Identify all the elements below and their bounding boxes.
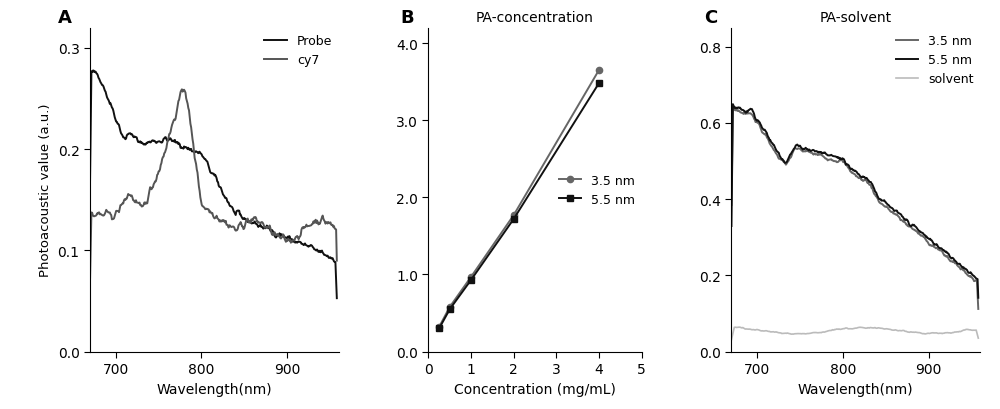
3.5 nm bbox=[872, 197, 884, 202]
cy7 bbox=[84, 279, 96, 284]
5.5 nm bbox=[725, 224, 737, 229]
Line: 5.5 nm: 5.5 nm bbox=[731, 105, 978, 298]
3.5 nm bbox=[972, 307, 984, 312]
Probe bbox=[331, 296, 343, 301]
cy7 bbox=[199, 206, 211, 211]
cy7 bbox=[328, 224, 340, 229]
Title: PA-concentration: PA-concentration bbox=[476, 11, 594, 25]
5.5 nm bbox=[727, 102, 739, 107]
solvent bbox=[733, 325, 745, 330]
solvent bbox=[725, 337, 737, 342]
Title: PA-solvent: PA-solvent bbox=[820, 11, 892, 25]
Line: 3.5 nm: 3.5 nm bbox=[731, 109, 978, 309]
5.5 nm bbox=[858, 175, 870, 180]
Line: 3.5 nm: 3.5 nm bbox=[436, 68, 602, 330]
Probe bbox=[199, 157, 211, 162]
cy7 bbox=[216, 218, 228, 223]
Line: cy7: cy7 bbox=[90, 90, 337, 282]
3.5 nm bbox=[433, 325, 445, 330]
5.5 nm bbox=[508, 217, 520, 222]
solvent bbox=[858, 326, 870, 330]
3.5 nm bbox=[962, 274, 974, 279]
solvent bbox=[972, 336, 984, 341]
Line: Probe: Probe bbox=[90, 71, 337, 299]
5.5 nm bbox=[969, 276, 981, 281]
Text: A: A bbox=[58, 9, 72, 27]
5.5 nm bbox=[872, 195, 884, 200]
X-axis label: Wavelength(nm): Wavelength(nm) bbox=[798, 382, 914, 396]
5.5 nm bbox=[465, 278, 477, 283]
Probe bbox=[216, 190, 228, 195]
Probe bbox=[328, 259, 340, 264]
Probe bbox=[230, 209, 242, 214]
Probe bbox=[84, 182, 96, 187]
cy7 bbox=[176, 88, 188, 92]
3.5 nm bbox=[858, 179, 870, 184]
3.5 nm bbox=[969, 279, 981, 283]
Text: C: C bbox=[704, 9, 717, 27]
3.5 nm bbox=[444, 305, 456, 310]
Line: solvent: solvent bbox=[731, 327, 978, 340]
5.5 nm bbox=[840, 163, 852, 168]
Legend: Probe, cy7: Probe, cy7 bbox=[264, 35, 332, 67]
Legend: 3.5 nm, 5.5 nm, solvent: 3.5 nm, 5.5 nm, solvent bbox=[896, 35, 974, 86]
solvent bbox=[840, 326, 852, 330]
Text: B: B bbox=[401, 9, 414, 27]
Line: 5.5 nm: 5.5 nm bbox=[436, 81, 602, 332]
5.5 nm bbox=[444, 307, 456, 312]
Probe bbox=[88, 69, 100, 74]
X-axis label: Wavelength(nm): Wavelength(nm) bbox=[156, 382, 272, 396]
Probe bbox=[321, 254, 333, 259]
Probe bbox=[150, 141, 162, 146]
Legend: 3.5 nm, 5.5 nm: 3.5 nm, 5.5 nm bbox=[559, 174, 635, 206]
3.5 nm bbox=[725, 203, 737, 208]
5.5 nm bbox=[972, 296, 984, 301]
solvent bbox=[792, 331, 804, 336]
solvent bbox=[872, 326, 884, 330]
cy7 bbox=[331, 258, 343, 263]
solvent bbox=[962, 327, 974, 332]
3.5 nm bbox=[840, 163, 852, 168]
3.5 nm bbox=[593, 68, 605, 73]
X-axis label: Concentration (mg/mL): Concentration (mg/mL) bbox=[454, 382, 616, 396]
3.5 nm bbox=[792, 147, 804, 152]
cy7 bbox=[150, 180, 162, 184]
solvent bbox=[969, 328, 981, 333]
5.5 nm bbox=[593, 81, 605, 86]
cy7 bbox=[321, 220, 333, 225]
Y-axis label: Photoacoustic value (a.u.): Photoacoustic value (a.u.) bbox=[39, 103, 52, 277]
5.5 nm bbox=[962, 270, 974, 275]
3.5 nm bbox=[727, 106, 739, 111]
5.5 nm bbox=[792, 144, 804, 148]
3.5 nm bbox=[508, 213, 520, 218]
cy7 bbox=[230, 229, 242, 234]
5.5 nm bbox=[433, 326, 445, 331]
3.5 nm bbox=[465, 275, 477, 280]
